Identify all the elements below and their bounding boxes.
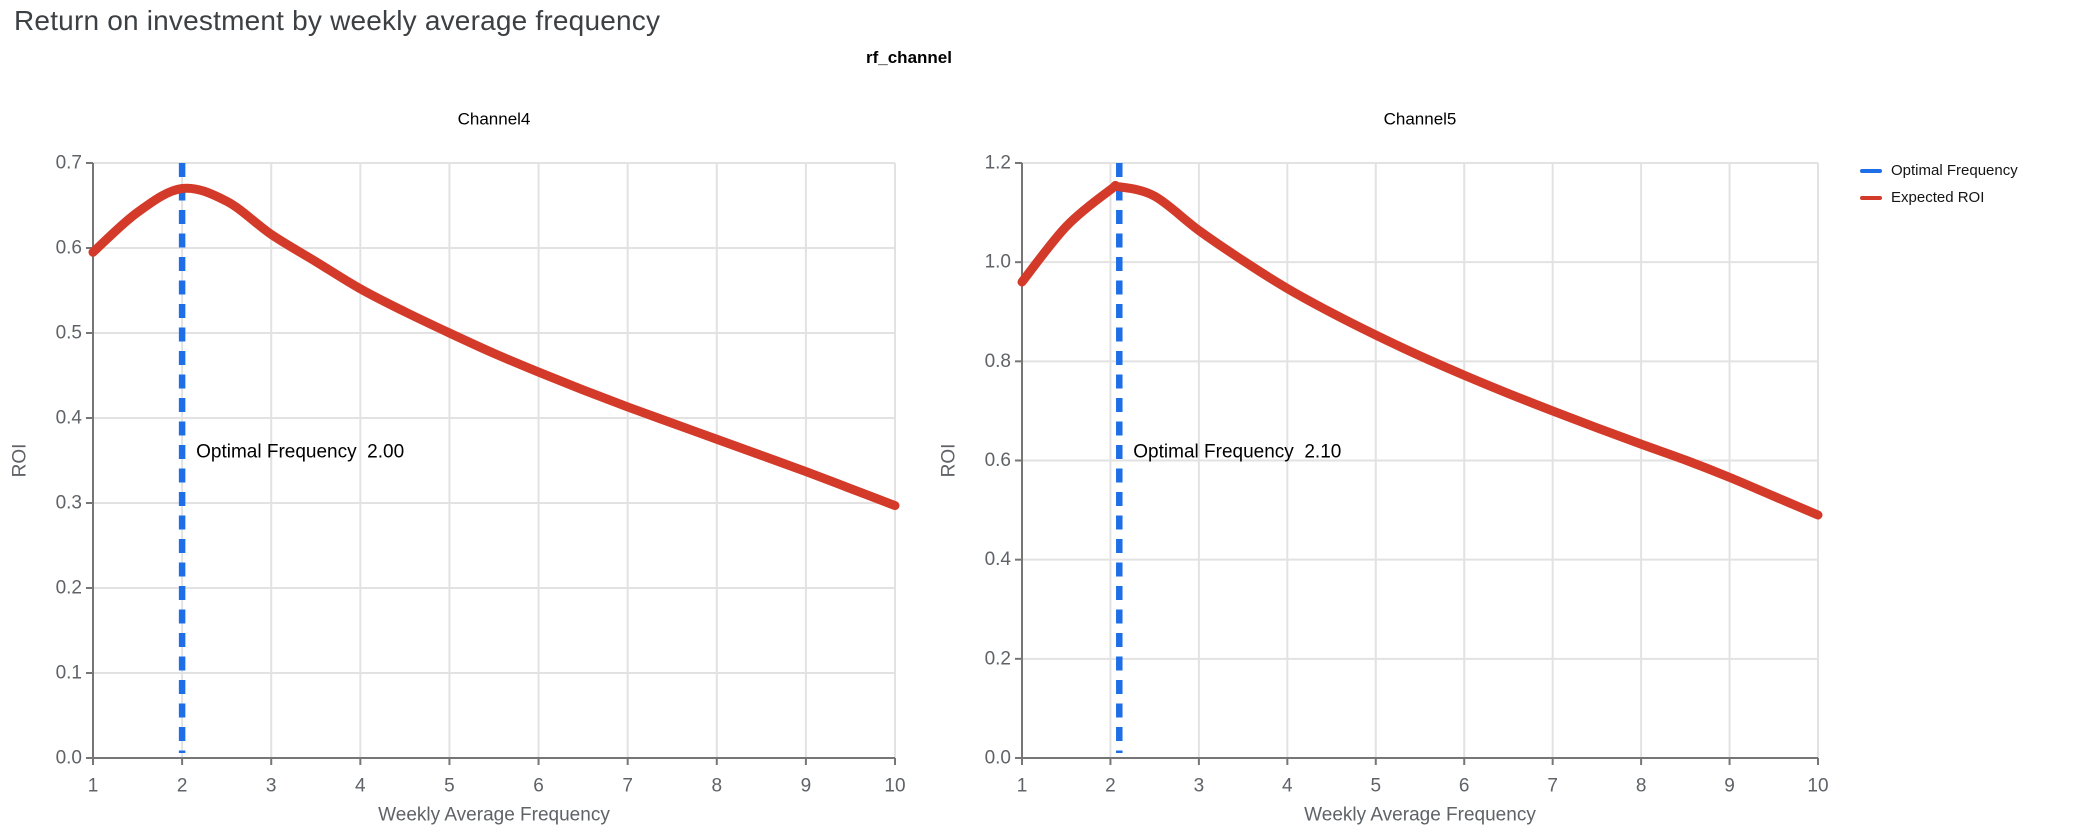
legend-item-expected-roi: Expected ROI bbox=[1860, 187, 2018, 208]
page-title: Return on investment by weekly average f… bbox=[14, 5, 661, 36]
y-axis-title: ROI bbox=[939, 444, 960, 478]
x-tick-label: 2 bbox=[177, 776, 188, 797]
legend-label-expected-roi: Expected ROI bbox=[1891, 189, 1985, 206]
x-tick-label: 2 bbox=[1105, 776, 1116, 797]
legend-item-optimal-frequency: Optimal Frequency bbox=[1860, 160, 2018, 181]
y-tick-label: 0.2 bbox=[56, 578, 82, 599]
y-axis-title: ROI bbox=[10, 444, 31, 478]
legend-swatch-optimal-frequency bbox=[1860, 168, 1882, 173]
x-tick-label: 6 bbox=[533, 776, 544, 797]
x-tick-label: 9 bbox=[1724, 776, 1735, 797]
x-tick-label: 3 bbox=[266, 776, 277, 797]
x-axis-title: Weekly Average Frequency bbox=[1304, 805, 1536, 826]
y-tick-label: 0.2 bbox=[985, 648, 1011, 669]
y-tick-label: 0.0 bbox=[56, 748, 82, 769]
x-tick-label: 5 bbox=[1370, 776, 1381, 797]
x-tick-label: 7 bbox=[1547, 776, 1558, 797]
legend: Optimal Frequency Expected ROI bbox=[1860, 160, 2018, 214]
x-tick-label: 10 bbox=[884, 776, 905, 797]
y-tick-label: 0.3 bbox=[56, 493, 82, 514]
x-tick-label: 8 bbox=[711, 776, 722, 797]
legend-label-optimal-frequency: Optimal Frequency bbox=[1891, 162, 2018, 179]
x-tick-label: 6 bbox=[1459, 776, 1470, 797]
expected-roi-curve[interactable] bbox=[1017, 180, 1823, 520]
y-tick-label: 0.8 bbox=[985, 351, 1011, 372]
y-tick-label: 0.1 bbox=[56, 663, 82, 684]
expected-roi-curve[interactable] bbox=[88, 183, 900, 511]
y-tick-label: 0.6 bbox=[985, 450, 1011, 471]
subplot-channel4: 0.0 0.1 0.2 0.3 0.4 0.5 0.6 0.7 1 2 3 4 5 6 7 8 9 10 Optim… bbox=[10, 110, 906, 826]
y-tick-label: 0.4 bbox=[985, 549, 1012, 570]
y-tick-label: 0.6 bbox=[56, 238, 82, 259]
y-tick-label: 0.5 bbox=[56, 323, 82, 344]
y-tick-label: 0.7 bbox=[56, 153, 82, 174]
y-tick-label: 1.2 bbox=[985, 153, 1011, 174]
x-tick-label: 5 bbox=[444, 776, 455, 797]
optimal-frequency-annotation: Optimal Frequency 2.10 bbox=[1133, 442, 1341, 463]
x-tick-label: 4 bbox=[355, 776, 366, 797]
y-tick-label: 1.0 bbox=[985, 252, 1011, 273]
x-tick-label: 1 bbox=[1017, 776, 1028, 797]
x-tick-label: 4 bbox=[1282, 776, 1293, 797]
x-tick-label: 8 bbox=[1636, 776, 1647, 797]
x-axis-title: Weekly Average Frequency bbox=[378, 805, 610, 826]
subplot-channel5: 0.0 0.2 0.4 0.6 0.8 1.0 1.2 1 2 3 4 5 6 7 8 9 10 Optimal … bbox=[939, 110, 1829, 826]
x-tick-label: 7 bbox=[622, 776, 633, 797]
y-tick-label: 0.0 bbox=[985, 748, 1011, 769]
x-tick-label: 1 bbox=[88, 776, 99, 797]
optimal-frequency-annotation: Optimal Frequency 2.00 bbox=[196, 442, 404, 463]
facet-title: rf_channel bbox=[866, 48, 952, 67]
legend-swatch-expected-roi bbox=[1860, 195, 1882, 200]
subplot-title: Channel4 bbox=[458, 110, 531, 129]
x-tick-label: 3 bbox=[1194, 776, 1205, 797]
y-tick-label: 0.4 bbox=[56, 408, 83, 429]
subplot-title: Channel5 bbox=[1384, 110, 1457, 129]
x-tick-label: 9 bbox=[801, 776, 812, 797]
x-tick-label: 10 bbox=[1807, 776, 1828, 797]
